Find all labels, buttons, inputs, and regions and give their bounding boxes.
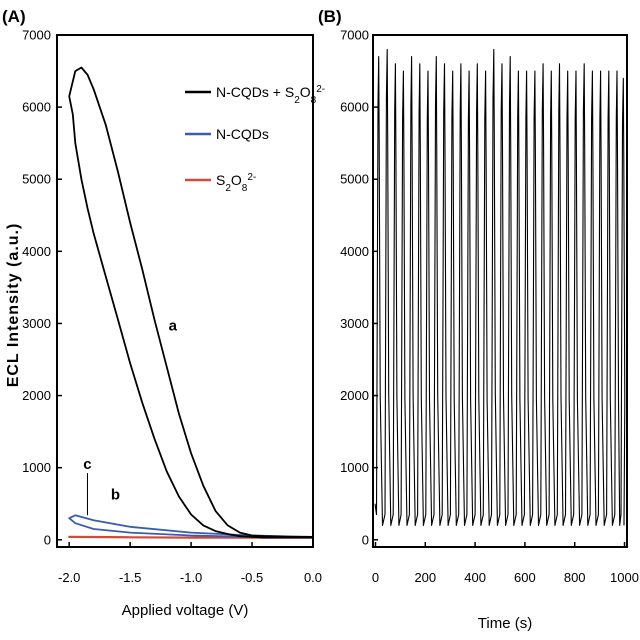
series-a-line bbox=[68, 66, 313, 539]
panel-b-frame bbox=[372, 34, 628, 548]
series-b-line bbox=[68, 514, 314, 538]
panel-a-y-tick-label: 2000 bbox=[22, 388, 51, 403]
panel-a-y-tick-label: 3000 bbox=[22, 316, 51, 331]
panel-a-label: (A) bbox=[2, 7, 26, 26]
panel-a-lines bbox=[68, 66, 314, 539]
panel-a-ticks: 0 1000 2000 3000 4000 5000 6000 7000 -2.0 -1.5 -1.… bbox=[22, 28, 322, 586]
panel-b-x-tick-label: 200 bbox=[414, 570, 436, 585]
panel-a-y-tick-label: 4000 bbox=[22, 244, 51, 259]
panel-b-y-tick-label: 2000 bbox=[340, 388, 369, 403]
panel-a-x-tick-label: -2.0 bbox=[58, 570, 80, 585]
panel-a-y-tick-label: 5000 bbox=[22, 172, 51, 187]
panel-b: (B) Time (s) 010002000300040005000600070… bbox=[318, 7, 639, 632]
panel-b-y-tick-label: 6000 bbox=[340, 100, 369, 115]
panel-b-y-tick-label: 0 bbox=[362, 532, 369, 547]
panel-b-x-tick-label: 400 bbox=[464, 570, 486, 585]
series-c-line bbox=[68, 535, 313, 539]
panel-b-label: (B) bbox=[318, 7, 342, 26]
panel-b-x-tick-label: 1000 bbox=[610, 570, 639, 585]
panel-b-x-axis-title: Time (s) bbox=[478, 615, 532, 632]
panel-a: (A) ECL Intensity (a.u.) Applied voltage… bbox=[2, 7, 325, 619]
panel-a-x-tick-label: -1.0 bbox=[180, 570, 202, 585]
panel-a-y-axis-title: ECL Intensity (a.u.) bbox=[5, 223, 22, 388]
panel-a-y-tick-label: 0 bbox=[44, 532, 51, 547]
panel-a-y-tick-label: 1000 bbox=[22, 460, 51, 475]
panel-b-y-tick-label: 1000 bbox=[340, 460, 369, 475]
time-series-line bbox=[374, 48, 626, 526]
panel-a-x-tick-label: -1.5 bbox=[119, 570, 141, 585]
panel-b-y-tick-label: 3000 bbox=[340, 316, 369, 331]
panel-a-y-tick-label: 6000 bbox=[22, 100, 51, 115]
panel-a-x-axis-title: Applied voltage (V) bbox=[122, 602, 249, 619]
panel-a-annotations: a b c bbox=[83, 318, 178, 516]
panel-a-frame bbox=[56, 34, 314, 548]
panel-b-y-tick-label: 5000 bbox=[340, 172, 369, 187]
panel-a-legend: N-CQDs + S2O82- N-CQDs S2O82- bbox=[185, 84, 325, 194]
panel-b-lines bbox=[374, 48, 626, 526]
panel-a-x-tick-label: -0.5 bbox=[241, 570, 263, 585]
curve-label-b: b bbox=[111, 486, 120, 503]
legend-label-series-c: S2O82- bbox=[216, 172, 256, 194]
legend-label-series-a: N-CQDs + S2O82- bbox=[216, 84, 325, 106]
panel-a-y-tick-label: 7000 bbox=[22, 28, 51, 43]
legend-label-series-b: N-CQDs bbox=[216, 126, 269, 142]
panel-a-x-tick-label: 0.0 bbox=[304, 570, 322, 585]
curve-label-c: c bbox=[83, 456, 91, 473]
panel-b-x-tick-label: 600 bbox=[514, 570, 536, 585]
panel-b-y-tick-label: 7000 bbox=[340, 28, 369, 43]
panel-b-x-tick-label: 0 bbox=[372, 570, 379, 585]
panel-b-x-tick-label: 800 bbox=[564, 570, 586, 585]
curve-label-a: a bbox=[169, 318, 178, 335]
panel-b-y-tick-label: 4000 bbox=[340, 244, 369, 259]
